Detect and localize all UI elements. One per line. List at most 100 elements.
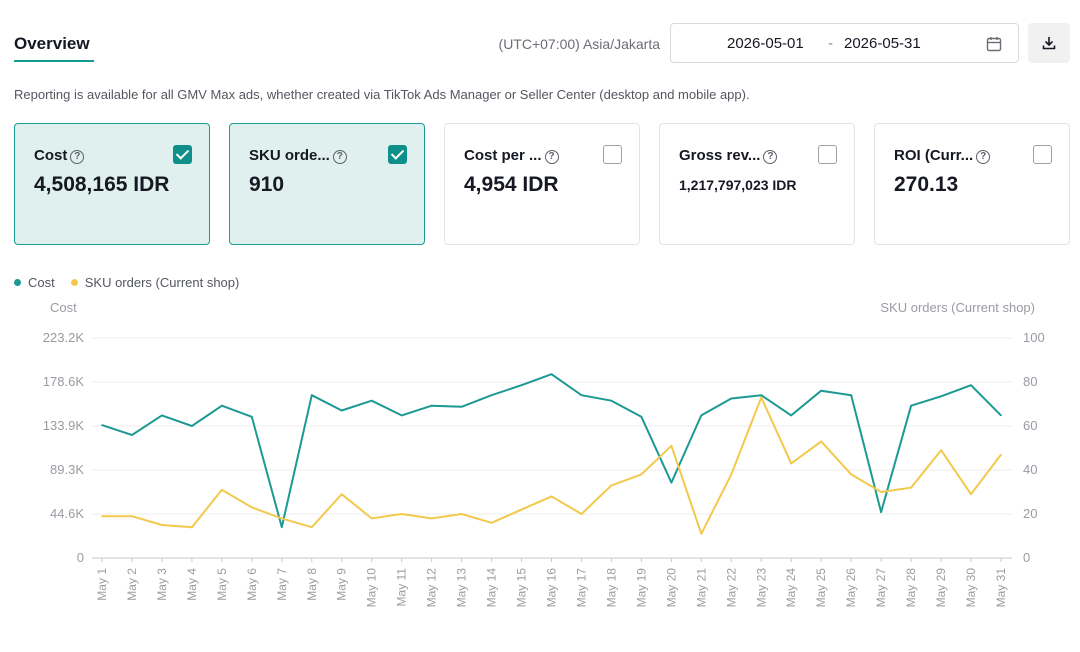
metric-checkbox[interactable] [818, 145, 837, 164]
sku-orders-data-point [131, 515, 133, 517]
sku-orders-data-point [520, 508, 523, 511]
cost-data-point [430, 404, 433, 407]
help-icon[interactable]: ? [332, 150, 347, 164]
sku-orders-data-point [430, 517, 433, 520]
cost-data-point [1000, 414, 1002, 417]
cost-data-point [400, 414, 403, 417]
metric-checkbox[interactable] [603, 145, 622, 164]
x-tick-label: May 25 [814, 568, 828, 608]
x-tick-label: May 3 [155, 568, 169, 601]
x-tick-label: May 7 [275, 568, 289, 601]
x-tick-label: May 10 [365, 568, 379, 608]
sku-orders-data-point [790, 462, 793, 465]
cost-data-point [221, 404, 223, 407]
x-tick-label: May 15 [515, 568, 529, 608]
download-icon [1042, 37, 1056, 50]
metric-checkbox[interactable] [388, 145, 407, 164]
cost-data-point [251, 415, 253, 418]
metric-card-cost-per-order[interactable]: Cost per ...? 4,954 IDR [444, 123, 640, 245]
line-chart: Cost SKU orders (Current shop) 0 0 44.6K 20 89… [43, 300, 1045, 608]
date-range-picker[interactable]: 2026-05-01 - 2026-05-31 [670, 23, 1019, 63]
metric-checkbox[interactable] [173, 145, 192, 164]
metric-card-cost[interactable]: Cost? 4,508,165 IDR [14, 123, 210, 245]
legend-item-sku-orders[interactable]: SKU orders (Current shop) [70, 275, 240, 290]
left-tick-label: 178.6K [43, 374, 85, 389]
cost-data-point [131, 434, 133, 436]
sku-orders-data-point [940, 449, 942, 451]
date-start: 2026-05-01 [727, 35, 804, 52]
help-icon[interactable]: ? [763, 150, 778, 164]
help-icon[interactable]: ? [70, 150, 85, 164]
sku-orders-data-point [161, 524, 163, 526]
right-tick-label: 0 [1023, 550, 1030, 565]
cost-data-point [820, 389, 822, 392]
sku-orders-data-point [880, 491, 882, 493]
cost-data-point [310, 394, 313, 396]
cost-series-line [101, 373, 1002, 529]
x-tick-label: May 28 [904, 568, 918, 608]
metric-value: 4,954 IDR [464, 173, 559, 196]
sku-orders-data-point [281, 517, 283, 520]
right-tick-label: 20 [1023, 506, 1037, 521]
metric-checkbox[interactable] [1033, 145, 1052, 164]
cost-data-point [370, 399, 373, 402]
sku-orders-data-point [850, 473, 852, 476]
x-tick-label: May 18 [604, 568, 618, 608]
sku-orders-data-point [191, 526, 193, 528]
date-separator: - [828, 35, 833, 52]
sku-orders-data-point [730, 473, 733, 476]
sku-orders-data-point [910, 486, 912, 489]
sku-orders-data-point [700, 533, 703, 535]
legend-dot-icon [14, 279, 21, 286]
cost-data-point [850, 394, 852, 396]
timezone-label: (UTC+07:00) Asia/Jakarta [498, 36, 660, 52]
left-tick-label: 0 [77, 550, 84, 565]
cost-data-point [940, 395, 942, 398]
legend-label: SKU orders (Current shop) [84, 275, 240, 290]
cost-data-point [970, 384, 972, 387]
help-icon[interactable]: ? [544, 150, 559, 164]
x-tick-label: May 21 [694, 568, 708, 608]
cost-data-point [790, 414, 793, 417]
x-tick-label: May 9 [335, 568, 349, 601]
right-axis-title: SKU orders (Current shop) [880, 300, 1035, 315]
metric-label: SKU orde... [249, 147, 330, 164]
tab-overview[interactable]: Overview [14, 34, 90, 53]
sku-orders-data-point [760, 396, 763, 399]
left-tick-label: 223.2K [43, 330, 85, 345]
x-tick-label: May 22 [724, 568, 738, 608]
sku-orders-data-point [820, 440, 822, 443]
x-tick-label: May 13 [455, 568, 469, 608]
sku-orders-data-point [101, 515, 103, 517]
sku-orders-data-point [610, 484, 613, 487]
cost-data-point [460, 405, 463, 408]
metric-card-roi[interactable]: ROI (Curr...? 270.13 [874, 123, 1070, 245]
sku-orders-series-line [102, 396, 1002, 535]
x-tick-label: May 24 [784, 568, 798, 608]
x-tick-label: May 6 [245, 568, 259, 601]
x-tick-label: May 2 [125, 568, 139, 601]
cost-data-point [340, 409, 343, 412]
sku-orders-data-point [251, 506, 253, 509]
legend-item-cost[interactable]: Cost [14, 275, 55, 290]
sku-orders-data-point [460, 513, 463, 515]
x-tick-label: May 26 [844, 568, 858, 608]
x-tick-label: May 17 [574, 568, 588, 608]
sku-orders-data-point [221, 489, 223, 491]
left-axis-title: Cost [50, 300, 77, 315]
left-tick-label: 89.3K [50, 462, 84, 477]
metric-card-sku-orders[interactable]: SKU orde...? 910 [229, 123, 425, 245]
metric-card-gross-revenue[interactable]: Gross rev...? 1,217,797,023 IDR [659, 123, 855, 245]
download-button[interactable] [1028, 23, 1070, 63]
calendar-icon[interactable] [986, 36, 1002, 52]
left-tick-label: 44.6K [50, 506, 84, 521]
sku-orders-data-point [670, 445, 673, 447]
right-tick-label: 80 [1023, 374, 1037, 389]
metric-value: 270.13 [894, 173, 959, 196]
help-icon[interactable]: ? [976, 150, 991, 164]
metric-value: 4,508,165 IDR [34, 173, 170, 196]
cost-data-point [101, 424, 103, 426]
metric-label: Gross rev... [679, 147, 761, 164]
sku-orders-data-point [370, 517, 373, 520]
metric-label: Cost [34, 147, 68, 164]
